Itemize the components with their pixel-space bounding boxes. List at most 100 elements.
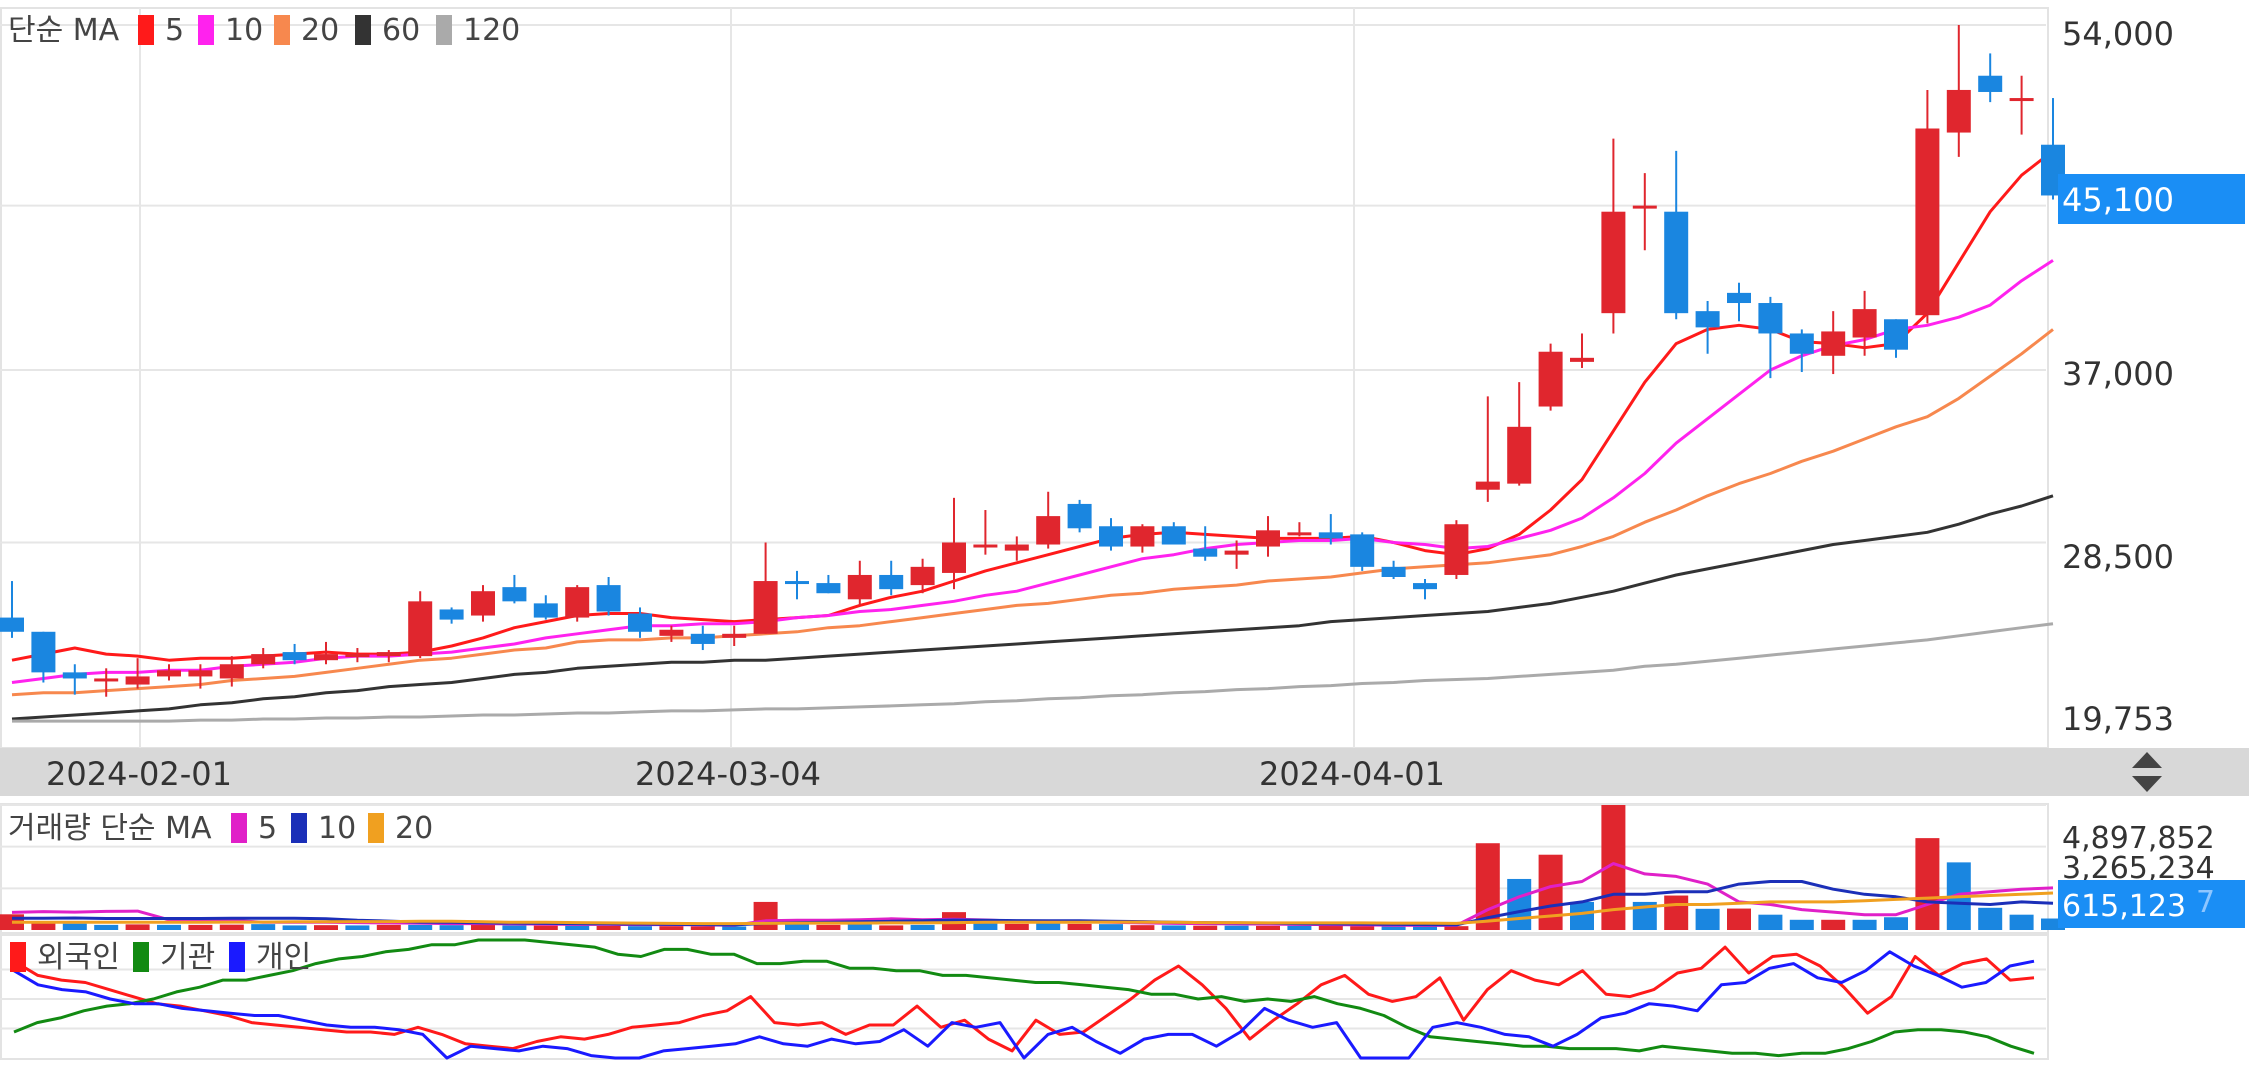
candle-51 xyxy=(1601,138,1626,334)
volume-bar-28 xyxy=(879,925,904,930)
volume-bar-38 xyxy=(1193,925,1218,930)
candle-57 xyxy=(1789,329,1814,373)
volume-bar-41 xyxy=(1287,925,1312,930)
volume-bar-15 xyxy=(471,924,495,930)
candle-body xyxy=(1161,526,1186,545)
candle-body xyxy=(1318,532,1343,539)
candle-25 xyxy=(785,570,809,600)
candle-48 xyxy=(1507,382,1532,486)
volume-bar-17 xyxy=(533,925,558,930)
candle-body xyxy=(1884,319,1908,350)
legend-foreign-label: 외국인 xyxy=(37,940,120,975)
volume-ma-legend[interactable]: 거래량 단순 MA 5 10 20 xyxy=(8,811,433,846)
candle-42 xyxy=(1318,514,1343,545)
volume-bar-2 xyxy=(62,923,87,930)
candle-44 xyxy=(1381,560,1406,580)
volume-bar-43 xyxy=(1350,926,1375,930)
volume-bar-19 xyxy=(596,925,621,930)
price-ma-legend[interactable]: 단순 MA 5 10 20 60 120 xyxy=(8,13,520,48)
price-tick-54000: 54,000 xyxy=(2062,15,2174,53)
candle-58 xyxy=(1821,311,1846,375)
legend-individual-label: 개인 xyxy=(256,940,311,975)
current-volume-label: 615,123 xyxy=(2062,889,2186,924)
price-ma-legend-title: 단순 MA xyxy=(8,13,120,48)
candle-22 xyxy=(690,625,715,651)
volume-bar-26 xyxy=(816,924,841,930)
candle-62 xyxy=(1946,25,1971,157)
volume-bar-63 xyxy=(1978,907,2003,930)
candle-body xyxy=(1256,530,1280,547)
price-ma-line-60 xyxy=(11,494,2054,721)
date-axis-bar[interactable] xyxy=(0,748,2249,796)
volume-bar-27 xyxy=(847,924,872,930)
candle-body xyxy=(1004,544,1029,551)
volume-bar-29 xyxy=(910,924,935,930)
volume-bar-61 xyxy=(1915,838,1940,930)
candlesticks xyxy=(0,25,2065,697)
candle-17 xyxy=(533,595,558,620)
legend-swatch-vol-ma5 xyxy=(231,813,247,843)
volume-tick-max: 4,897,852 xyxy=(2062,821,2215,856)
candle-29 xyxy=(910,558,935,594)
candle-43 xyxy=(1350,532,1375,571)
candle-body xyxy=(1193,548,1218,557)
candle-50 xyxy=(1570,333,1594,368)
volume-bar-44 xyxy=(1381,926,1406,930)
volume-bar-35 xyxy=(1099,924,1123,930)
candle-body xyxy=(910,566,935,586)
candle-14 xyxy=(439,607,464,624)
candle-body xyxy=(157,670,181,677)
candle-16 xyxy=(502,574,527,604)
legend-swatch-foreign xyxy=(10,942,26,972)
candle-body xyxy=(753,581,778,634)
volume-bar-48 xyxy=(1507,878,1532,930)
legend-vol-ma5-label: 5 xyxy=(258,811,277,846)
candle-37 xyxy=(1161,522,1186,545)
volume-ma-line-10 xyxy=(12,880,2054,927)
legend-swatch-vol-ma10 xyxy=(291,813,307,843)
candle-63 xyxy=(1978,53,2003,103)
candle-body xyxy=(1413,583,1437,590)
candle-body xyxy=(1381,566,1406,577)
volume-bar-8 xyxy=(251,924,276,930)
legend-ma20-label: 20 xyxy=(301,13,339,48)
pane-resize-handle-icon[interactable] xyxy=(2132,752,2162,792)
candle-40 xyxy=(1256,516,1280,557)
candle-56 xyxy=(1758,296,1783,379)
candle-49 xyxy=(1538,343,1563,411)
volume-bar-36 xyxy=(1130,925,1155,930)
candle-0 xyxy=(0,581,24,638)
legend-swatch-ma5 xyxy=(138,15,154,45)
candle-body xyxy=(1067,503,1092,529)
candle-body xyxy=(1632,205,1657,209)
volume-ma-lines xyxy=(11,862,2054,927)
candle-body xyxy=(565,587,590,618)
legend-swatch-ma60 xyxy=(355,15,371,45)
volume-bar-31 xyxy=(973,923,998,930)
candle-45 xyxy=(1413,579,1437,600)
candle-32 xyxy=(1004,536,1029,561)
investor-legend[interactable]: 외국인 기관 개인 xyxy=(10,940,311,975)
legend-swatch-ma10 xyxy=(198,15,214,45)
candle-body xyxy=(1695,311,1720,328)
candle-26 xyxy=(816,574,841,594)
volume-bar-49 xyxy=(1538,854,1563,930)
volume-ma-line-20 xyxy=(12,891,2054,926)
volume-bar-55 xyxy=(1727,908,1751,930)
volume-bar-6 xyxy=(188,924,213,930)
candle-body xyxy=(0,617,24,632)
volume-bar-46 xyxy=(1444,926,1469,930)
candle-body xyxy=(596,585,621,612)
candle-body xyxy=(282,652,307,661)
candle-39 xyxy=(1224,540,1249,569)
candle-body xyxy=(31,631,56,673)
candle-54 xyxy=(1695,300,1720,354)
volume-bar-58 xyxy=(1821,919,1846,930)
volume-partial-label: 7 xyxy=(2196,885,2215,920)
legend-ma10-label: 10 xyxy=(225,13,263,48)
candle-body xyxy=(125,676,150,685)
candle-24 xyxy=(753,542,778,634)
candle-body xyxy=(1287,532,1312,536)
